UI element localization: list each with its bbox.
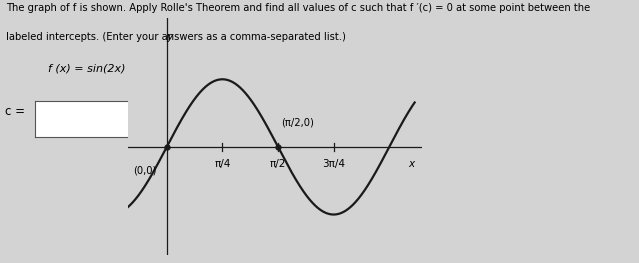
Text: f (x) = sin(2x): f (x) = sin(2x) <box>48 63 125 73</box>
Text: y: y <box>166 32 173 42</box>
Text: The graph of f is shown. Apply Rolle's Theorem and find all values of c such tha: The graph of f is shown. Apply Rolle's T… <box>6 3 590 13</box>
Text: π/2: π/2 <box>270 159 286 169</box>
Text: 3π/4: 3π/4 <box>322 159 345 169</box>
Text: π/4: π/4 <box>214 159 231 169</box>
Text: labeled intercepts. (Enter your answers as a comma-separated list.): labeled intercepts. (Enter your answers … <box>6 32 346 42</box>
Text: x: x <box>408 159 414 169</box>
Text: c =: c = <box>5 105 25 118</box>
Text: (π/2,0): (π/2,0) <box>282 118 314 128</box>
Text: (0,0): (0,0) <box>133 166 156 176</box>
